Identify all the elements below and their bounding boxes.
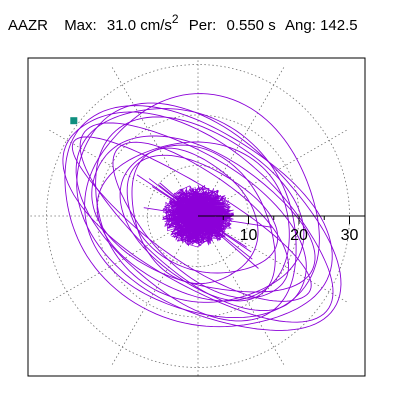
orbit-core-noise	[162, 185, 235, 248]
orbit-ellipse-7	[112, 141, 289, 299]
radial-axis: 10 20 30	[198, 215, 365, 244]
grid-spoke-300	[202, 224, 285, 365]
orbit-core-path	[162, 185, 235, 248]
grid-spoke-60	[202, 67, 285, 208]
plot-frame	[27, 57, 366, 377]
orbit-ellipse-14	[76, 102, 342, 331]
orbit-ellipse-3	[79, 122, 307, 312]
orbit-ellipse-11	[71, 136, 312, 302]
max-unit: cm/s	[140, 17, 172, 34]
radial-tick-label-20: 20	[290, 227, 308, 244]
grid-spoke-120	[111, 67, 194, 208]
period-label: Per:	[188, 17, 217, 34]
radial-tick-label-30: 30	[341, 227, 359, 244]
max-point-marker	[70, 117, 78, 125]
orbit-ellipse-12	[84, 93, 320, 319]
channel-name: AAZR	[8, 17, 49, 34]
orbit-ellipse-9	[119, 144, 276, 302]
grid-spoke-240	[111, 224, 194, 365]
orbit-ellipse-8	[96, 141, 290, 302]
radial-tick-label-10: 10	[240, 227, 258, 244]
grid-spoke-210	[49, 220, 190, 303]
plot-header: AAZR Max: 31.0 cm/s2 Per: 0.550 s Ang: 1…	[8, 12, 358, 34]
max-marker-layer	[70, 117, 78, 125]
orbit-ellipse-5	[91, 135, 316, 293]
period-value: 0.550	[226, 17, 265, 34]
max-value: 31.0	[106, 17, 137, 34]
grid-spoke-150	[49, 129, 190, 212]
orbit-ellipse-6	[95, 116, 305, 303]
period-unit: s	[268, 17, 276, 34]
orbit-ellipse-2	[64, 105, 333, 328]
angle-label: Ang:	[285, 17, 316, 34]
max-label: Max:	[64, 17, 97, 34]
grid-spoke-330	[206, 220, 347, 303]
max-unit-exponent: 2	[171, 12, 179, 26]
angle-value: 142.5	[320, 17, 358, 34]
orbit-ellipse-13	[131, 147, 259, 285]
orbit-ellipse-10	[126, 154, 279, 274]
